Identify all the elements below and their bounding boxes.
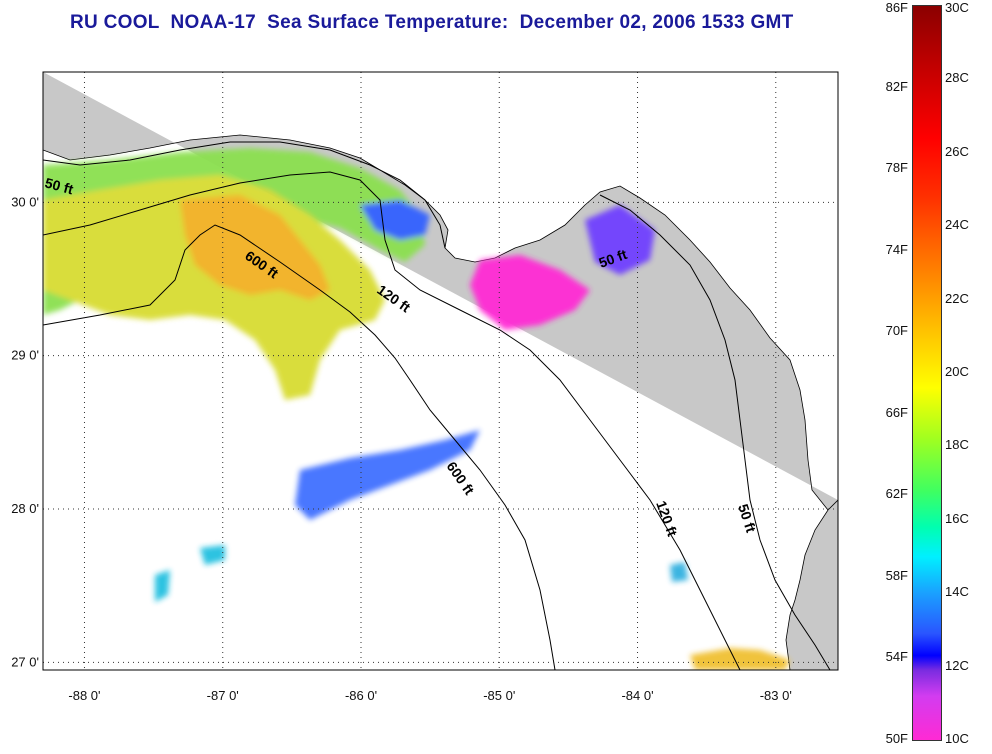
colorbar-fahrenheit-label: 86F xyxy=(885,0,908,15)
contour-120ft xyxy=(43,171,741,670)
lat-tick-label: 29 0' xyxy=(11,348,39,363)
sst-patch-blue-east xyxy=(670,562,688,582)
sst-patch-yellow xyxy=(43,175,385,400)
contour-600ft xyxy=(43,224,556,670)
lon-tick-label: -86 0' xyxy=(345,688,377,703)
colorbar-fahrenheit-label: 50F xyxy=(885,731,908,746)
temperature-colorbar xyxy=(912,5,942,741)
colorbar-fahrenheit-label: 82F xyxy=(885,78,908,94)
colorbar-fahrenheit-label: 62F xyxy=(885,486,908,502)
sst-patch-warm-south xyxy=(690,648,790,670)
colorbar-fahrenheit-label: 66F xyxy=(885,404,908,420)
contour-50ft-east xyxy=(599,194,831,670)
colorbar-celsius-label: 24C xyxy=(945,217,969,233)
lat-tick-label: 30 0' xyxy=(11,194,39,209)
lat-tick-label: 28 0' xyxy=(11,501,39,516)
colorbar-fahrenheit-label: 54F xyxy=(885,649,908,665)
lon-tick-label: -84 0' xyxy=(621,688,653,703)
colorbar-fahrenheit-label: 70F xyxy=(885,323,908,339)
lat-tick-label: 27 0' xyxy=(11,654,39,669)
colorbar-celsius-label: 16C xyxy=(945,510,969,526)
colorbar-fahrenheit-label: 74F xyxy=(885,241,908,257)
lon-tick-label: -87 0' xyxy=(207,688,239,703)
sst-patch-orange xyxy=(180,195,330,300)
contour-50ft-west xyxy=(43,141,446,249)
colorbar-celsius-label: 14C xyxy=(945,584,969,600)
lon-tick-label: -83 0' xyxy=(760,688,792,703)
chart-title: RU COOL NOAA-17 Sea Surface Temperature:… xyxy=(70,12,794,33)
sst-patch-cyan-small xyxy=(200,545,225,565)
colorbar-fahrenheit-label: 78F xyxy=(885,160,908,176)
colorbar-celsius-label: 18C xyxy=(945,437,969,453)
colorbar-celsius-label: 28C xyxy=(945,70,969,86)
colorbar-celsius-label: 22C xyxy=(945,290,969,306)
sst-patch-blue xyxy=(360,200,430,240)
colorbar-fahrenheit-label: 58F xyxy=(885,567,908,583)
colorbar-celsius-label: 10C xyxy=(945,731,969,746)
colorbar-celsius-label: 30C xyxy=(945,0,969,15)
colorbar-celsius-label: 26C xyxy=(945,143,969,159)
contour-label-50ft-west: 50 ft xyxy=(43,174,75,197)
colorbar-celsius-label: 12C xyxy=(945,657,969,673)
sst-patch-cyan-tiny xyxy=(155,570,170,602)
sst-patch-magenta xyxy=(470,255,590,330)
map-frame xyxy=(42,71,839,671)
lon-tick-label: -88 0' xyxy=(68,688,100,703)
lon-tick-label: -85 0' xyxy=(483,688,515,703)
colorbar-celsius-label: 20C xyxy=(945,364,969,379)
sst-patch-blue-south xyxy=(295,430,480,520)
